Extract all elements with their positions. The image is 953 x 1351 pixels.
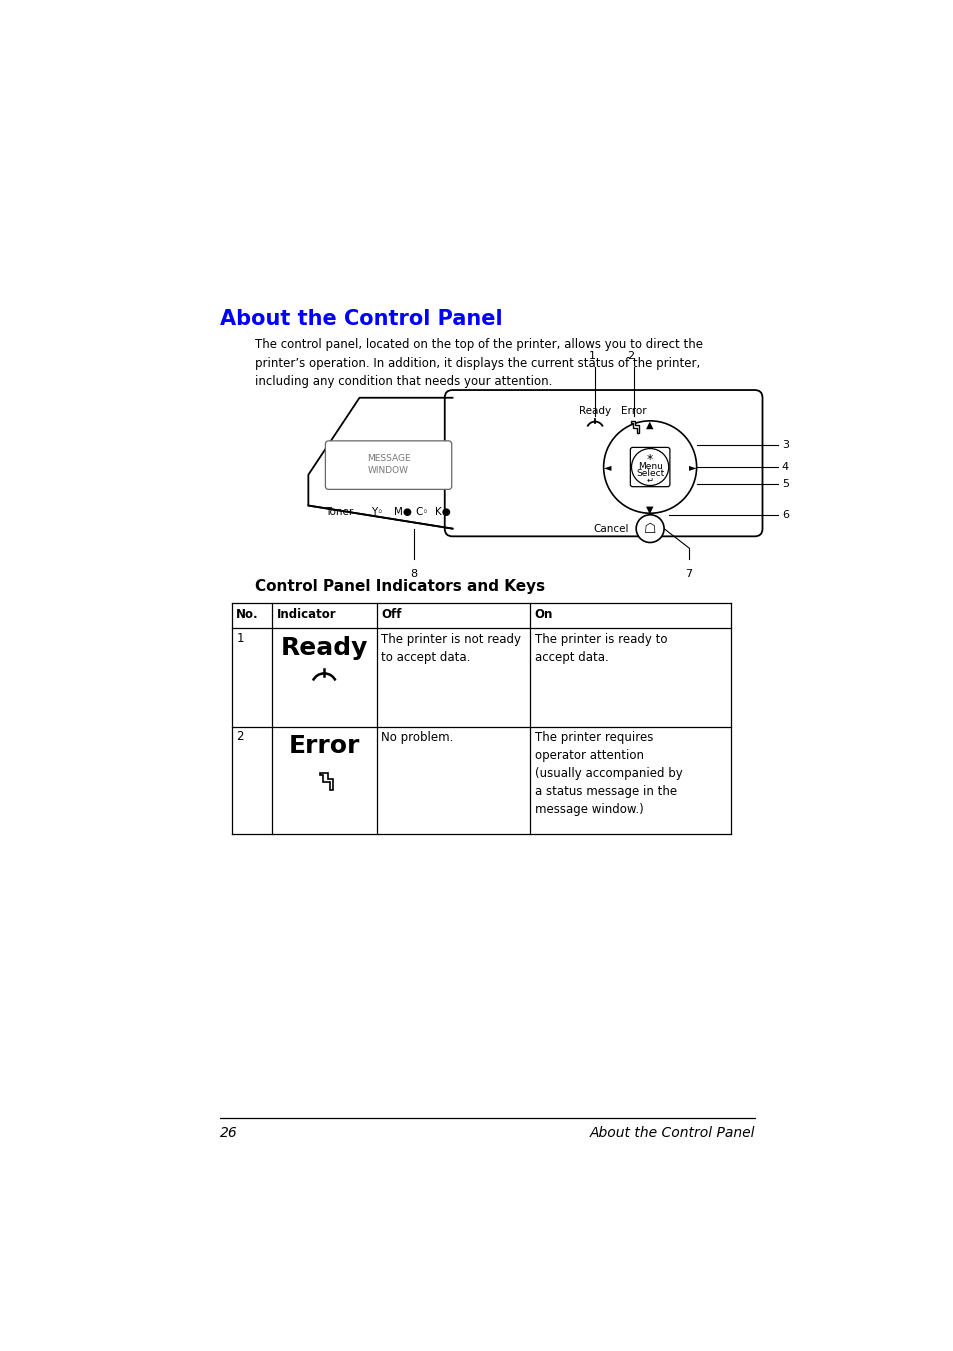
Text: Off: Off — [381, 608, 401, 621]
Circle shape — [631, 449, 668, 485]
Text: Toner: Toner — [324, 507, 353, 516]
FancyBboxPatch shape — [630, 447, 669, 486]
Text: Select: Select — [636, 469, 663, 478]
Text: On: On — [534, 608, 553, 621]
Text: No problem.: No problem. — [381, 731, 453, 744]
FancyBboxPatch shape — [325, 440, 452, 489]
Text: ◄: ◄ — [603, 462, 611, 471]
Text: The printer is not ready
to accept data.: The printer is not ready to accept data. — [381, 632, 520, 663]
Text: ☖: ☖ — [643, 521, 656, 535]
Text: Cancel: Cancel — [593, 524, 629, 534]
Text: Ready: Ready — [280, 636, 368, 659]
Text: Error: Error — [620, 407, 646, 416]
Text: About the Control Panel: About the Control Panel — [589, 1127, 754, 1140]
Text: ▼: ▼ — [646, 504, 653, 515]
Text: C◦: C◦ — [415, 507, 428, 516]
Circle shape — [603, 422, 696, 513]
Text: Menu: Menu — [637, 462, 662, 470]
Text: 2: 2 — [626, 351, 634, 361]
Text: Control Panel Indicators and Keys: Control Panel Indicators and Keys — [254, 578, 544, 593]
Text: Indicator: Indicator — [276, 608, 335, 621]
Text: 1: 1 — [588, 351, 595, 361]
Text: Y◦: Y◦ — [371, 507, 383, 516]
Text: Error: Error — [288, 734, 359, 758]
Text: 4: 4 — [781, 462, 788, 471]
Text: The printer is ready to
accept data.: The printer is ready to accept data. — [534, 632, 666, 663]
Text: K●: K● — [435, 507, 451, 516]
Text: No.: No. — [236, 608, 258, 621]
Text: 1: 1 — [236, 632, 244, 644]
Polygon shape — [320, 773, 333, 790]
FancyBboxPatch shape — [444, 390, 761, 536]
Text: 8: 8 — [410, 569, 416, 578]
Text: WINDOW: WINDOW — [368, 466, 409, 476]
Text: 5: 5 — [781, 480, 788, 489]
Text: M●: M● — [394, 507, 412, 516]
Text: ▲: ▲ — [646, 420, 653, 430]
Text: ►: ► — [688, 462, 696, 471]
Polygon shape — [630, 422, 639, 434]
Text: 6: 6 — [781, 509, 788, 520]
Text: The printer requires
operator attention
(usually accompanied by
a status message: The printer requires operator attention … — [534, 731, 681, 816]
Text: About the Control Panel: About the Control Panel — [220, 309, 502, 330]
Circle shape — [636, 515, 663, 543]
Text: 7: 7 — [684, 569, 692, 578]
Text: Ready: Ready — [578, 407, 611, 416]
Text: MESSAGE: MESSAGE — [366, 454, 410, 463]
Text: 3: 3 — [781, 440, 788, 450]
Text: ↵: ↵ — [646, 476, 653, 485]
Text: 26: 26 — [220, 1127, 237, 1140]
Text: *: * — [646, 453, 653, 466]
Text: The control panel, located on the top of the printer, allows you to direct the
p: The control panel, located on the top of… — [254, 339, 702, 389]
Text: 2: 2 — [236, 731, 244, 743]
